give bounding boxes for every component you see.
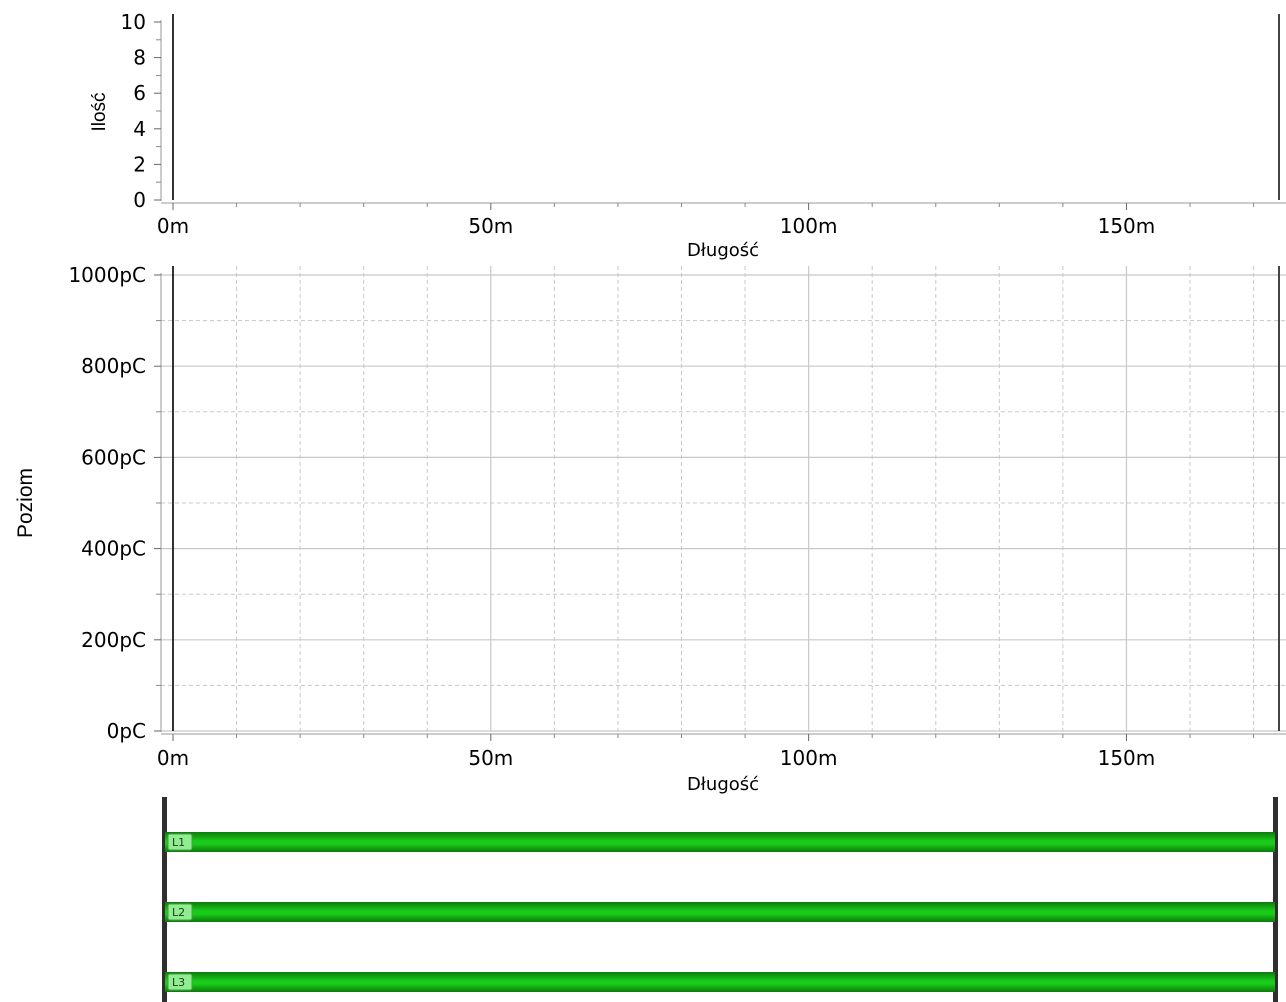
y-tick-label: 1000pC: [68, 263, 146, 287]
x-tick-label: 100m: [780, 746, 838, 770]
cable-label-badge: [167, 973, 193, 991]
y-tick-label: 2: [133, 152, 146, 176]
start-marker-bar: [162, 797, 167, 1002]
y-axis-title: Ilość: [89, 92, 110, 131]
x-tick-label: 0m: [157, 746, 189, 770]
y-tick-label: 400pC: [81, 537, 146, 561]
y-axis-title: Poziom: [14, 468, 37, 538]
x-axis-title: Długość: [687, 774, 759, 795]
cable-lines-panel: L1 L2 L3: [162, 797, 1278, 1002]
x-axis-title: Długość: [687, 240, 759, 261]
level-panel: 0pC 200pC 400pC 600pC 800pC 1000pC 0m 50m 100m 15…: [14, 263, 1286, 795]
y-tick-label: 0: [133, 188, 146, 212]
y-tick-label: 8: [133, 46, 146, 70]
cable-label: L2: [172, 906, 185, 919]
x-tick-label: 50m: [468, 214, 513, 238]
x-tick-label: 150m: [1098, 746, 1156, 770]
cable-label: L3: [172, 976, 185, 989]
y-tick-label: 0pC: [107, 719, 146, 743]
cable-label-badge: [167, 903, 193, 921]
y-tick-label: 600pC: [81, 445, 146, 469]
cable-label: L1: [172, 836, 185, 849]
x-tick-label: 0m: [157, 214, 189, 238]
y-tick-label: 200pC: [81, 628, 146, 652]
cable-label-badge: [167, 833, 193, 851]
y-tick-label: 10: [121, 10, 146, 34]
cable-line-l1: [165, 832, 1275, 852]
x-tick-label: 100m: [780, 214, 838, 238]
cable-line-l2: [165, 902, 1275, 922]
y-tick-label: 4: [133, 117, 146, 141]
y-tick-label: 6: [133, 81, 146, 105]
x-tick-label: 150m: [1098, 214, 1156, 238]
y-tick-label: 800pC: [81, 354, 146, 378]
end-marker-bar: [1273, 797, 1278, 1002]
x-tick-label: 50m: [468, 746, 513, 770]
cable-line-l3: [165, 972, 1275, 992]
